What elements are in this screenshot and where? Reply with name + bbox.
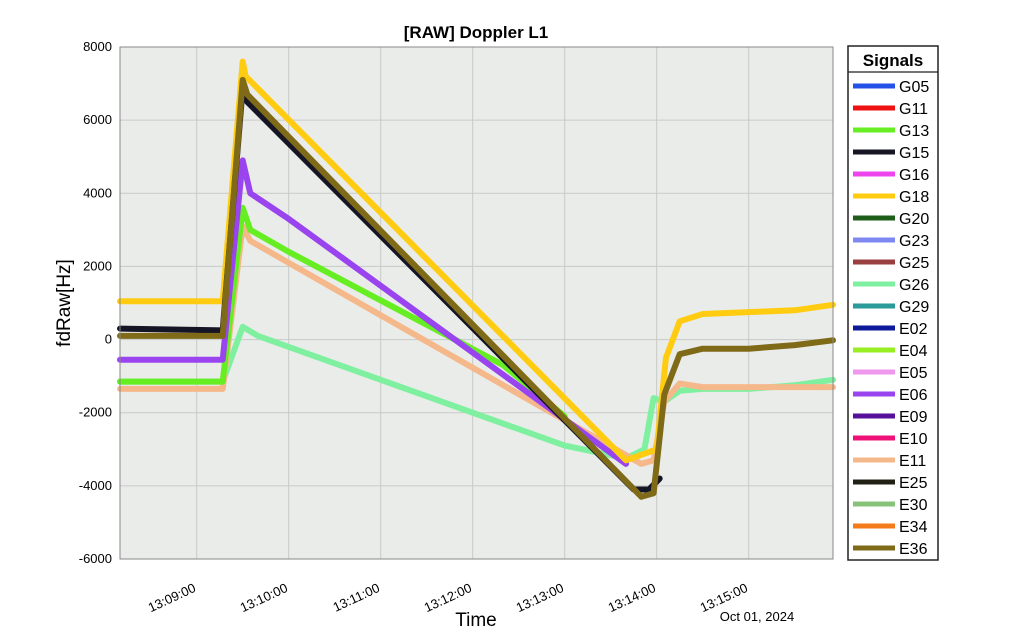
- legend-label-g25: G25: [899, 255, 929, 272]
- legend-label-e30: E30: [899, 497, 928, 514]
- legend-label-g23: G23: [899, 233, 929, 250]
- series-line-e06: [117, 157, 629, 467]
- date-label: Oct 01, 2024: [720, 609, 794, 624]
- y-tick-label-5: 4000: [83, 185, 112, 200]
- x-tick-label-0: 13:09:00: [146, 580, 198, 615]
- series-lines: [117, 58, 836, 500]
- legend-items: G05 G11 G13 G15 G16 G18 G20 G23 G25 G26 G29 E02 E04 E…: [853, 79, 929, 558]
- x-axis-label: Time: [455, 610, 497, 631]
- legend-label-e10: E10: [899, 431, 928, 448]
- legend-label-e11: E11: [899, 453, 926, 470]
- legend-label-e06: E06: [899, 387, 928, 404]
- y-tick-label-1: -4000: [79, 478, 112, 493]
- x-tick-label-4: 13:13:00: [514, 580, 566, 615]
- legend-label-e05: E05: [899, 365, 928, 382]
- legend-label-e04: E04: [899, 343, 928, 360]
- series-line-g13: [117, 204, 568, 420]
- x-tick-label-1: 13:10:00: [238, 580, 290, 615]
- legend-label-g11: G11: [899, 101, 928, 118]
- legend-label-e25: E25: [899, 475, 928, 492]
- legend-label-e02: E02: [899, 321, 928, 338]
- y-axis-ticks: -6000 -4000 -2000 0 2000 4000 6000 8000: [79, 39, 112, 566]
- legend-label-g18: G18: [899, 189, 929, 206]
- legend-label-g15: G15: [899, 145, 929, 162]
- legend-label-g13: G13: [899, 123, 929, 140]
- y-tick-label-2: -2000: [79, 405, 112, 420]
- legend-label-e34: E34: [899, 519, 928, 536]
- y-tick-label-7: 8000: [83, 39, 112, 54]
- y-tick-label-4: 2000: [83, 258, 112, 273]
- legend-label-g16: G16: [899, 167, 929, 184]
- series-line-e36: [117, 76, 836, 500]
- legend-label-g26: G26: [899, 277, 929, 294]
- plot-frame: [119, 46, 834, 560]
- y-tick-label-3: 0: [105, 332, 112, 347]
- chart-title: [RAW] Doppler L1: [404, 23, 549, 42]
- legend-label-g20: G20: [899, 211, 929, 228]
- legend-label-g05: G05: [899, 79, 929, 96]
- x-tick-label-2: 13:11:00: [331, 580, 382, 615]
- y-tick-label-0: -6000: [79, 551, 112, 566]
- legend-label-e09: E09: [899, 409, 928, 426]
- legend: Signals G05 G11 G13 G15 G16 G18 G20 G23 G25 G26 G2…: [847, 45, 939, 561]
- y-tick-label-6: 6000: [83, 112, 112, 127]
- legend-label-e36: E36: [899, 541, 928, 558]
- x-tick-label-5: 13:14:00: [606, 580, 658, 615]
- y-axis-label: fdRaw[Hz]: [54, 259, 75, 347]
- x-axis-ticks: 13:09:00 13:10:00 13:11:00 13:12:00 13:13:00…: [146, 580, 750, 615]
- legend-title: Signals: [863, 51, 923, 70]
- legend-label-g29: G29: [899, 299, 929, 316]
